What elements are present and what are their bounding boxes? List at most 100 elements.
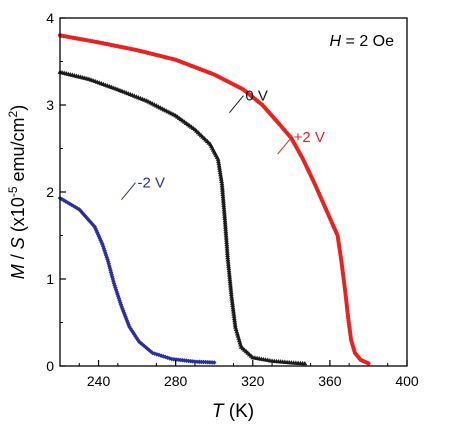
data-point [217,167,223,172]
data-point [225,252,230,257]
data-point [219,183,225,188]
data-point [229,298,235,303]
data-point [224,241,230,247]
data-point [227,276,233,281]
x-tick-label: 280 [164,373,188,389]
series-label: +2 V [294,129,325,146]
series-label-leader [121,182,136,201]
data-point [105,257,110,262]
data-point [222,217,228,223]
series-2v [57,33,371,366]
data-point [219,185,225,190]
data-point [221,207,227,212]
data-point [223,230,229,236]
data-point [186,358,191,364]
data-point [232,320,238,325]
data-point [223,224,228,229]
data-point [129,328,135,333]
x-tick-label: 400 [395,373,419,389]
data-point [117,298,122,303]
data-point [103,250,108,256]
y-tick-label: 4 [46,10,54,26]
data-point [227,274,233,279]
x-tick-label: 360 [318,373,342,389]
y-tick-label: 1 [46,271,54,287]
data-point [216,163,222,168]
data-point [163,354,168,360]
data-point [134,335,139,341]
data-point [220,193,226,199]
data-point [79,210,85,215]
data-point [227,278,233,284]
data-point [169,356,175,362]
data-point [218,176,224,181]
data-point [223,233,229,238]
data-point [173,357,179,362]
data-point [190,359,196,364]
data-point [366,361,371,366]
data-point [122,312,128,318]
data-point [221,200,226,205]
data-point [226,267,232,273]
data-point [220,191,226,197]
series-label-leader [277,136,293,155]
data-point [230,302,236,308]
data-point [227,272,232,277]
data-point [111,278,116,284]
data-point [226,265,232,271]
data-point [229,294,234,299]
y-tick-label: 2 [46,184,54,200]
data-point [188,358,194,364]
data-point [230,307,236,312]
data-point [224,243,230,249]
data-point [97,236,103,241]
data-point [229,296,235,301]
data-point [59,196,65,202]
data-point [222,222,228,227]
series-layer [57,33,371,366]
data-point [152,351,157,356]
y-tick-label: 3 [46,97,54,113]
data-point [145,346,150,352]
data-point [65,200,71,205]
data-point [67,201,72,207]
data-point [92,224,97,230]
data-point [216,160,222,166]
data-point [90,222,96,228]
data-point [160,354,166,359]
data-point [222,213,228,218]
data-point [127,324,132,330]
field-annotation: H = 2 Oe [330,33,395,50]
data-point [223,226,229,231]
data-point [228,287,234,292]
data-point [224,237,229,242]
data-point [131,331,137,337]
data-point [124,318,130,324]
data-point [232,317,238,323]
data-point [125,320,131,326]
data-point [182,358,187,363]
data-point [135,337,141,343]
data-point [221,202,227,207]
y-axis-ticks: 0 1 2 3 4 [46,10,66,374]
data-point [96,234,102,239]
data-point [231,309,236,314]
data-point [228,289,234,294]
data-point [223,235,229,240]
data-point [217,169,223,175]
data-point [109,272,114,277]
data-point [226,270,232,275]
x-axis-ticks: 240 280 320 360 400 [78,360,419,389]
data-point [211,360,217,365]
series-0v [57,69,308,366]
data-point [220,198,226,203]
data-point [220,196,226,201]
data-point [222,215,228,221]
series-2v [57,195,217,365]
data-point [180,357,185,363]
data-point [226,263,231,268]
data-point [75,205,80,211]
data-point [225,254,231,260]
data-point [222,211,227,216]
data-point [223,228,229,234]
